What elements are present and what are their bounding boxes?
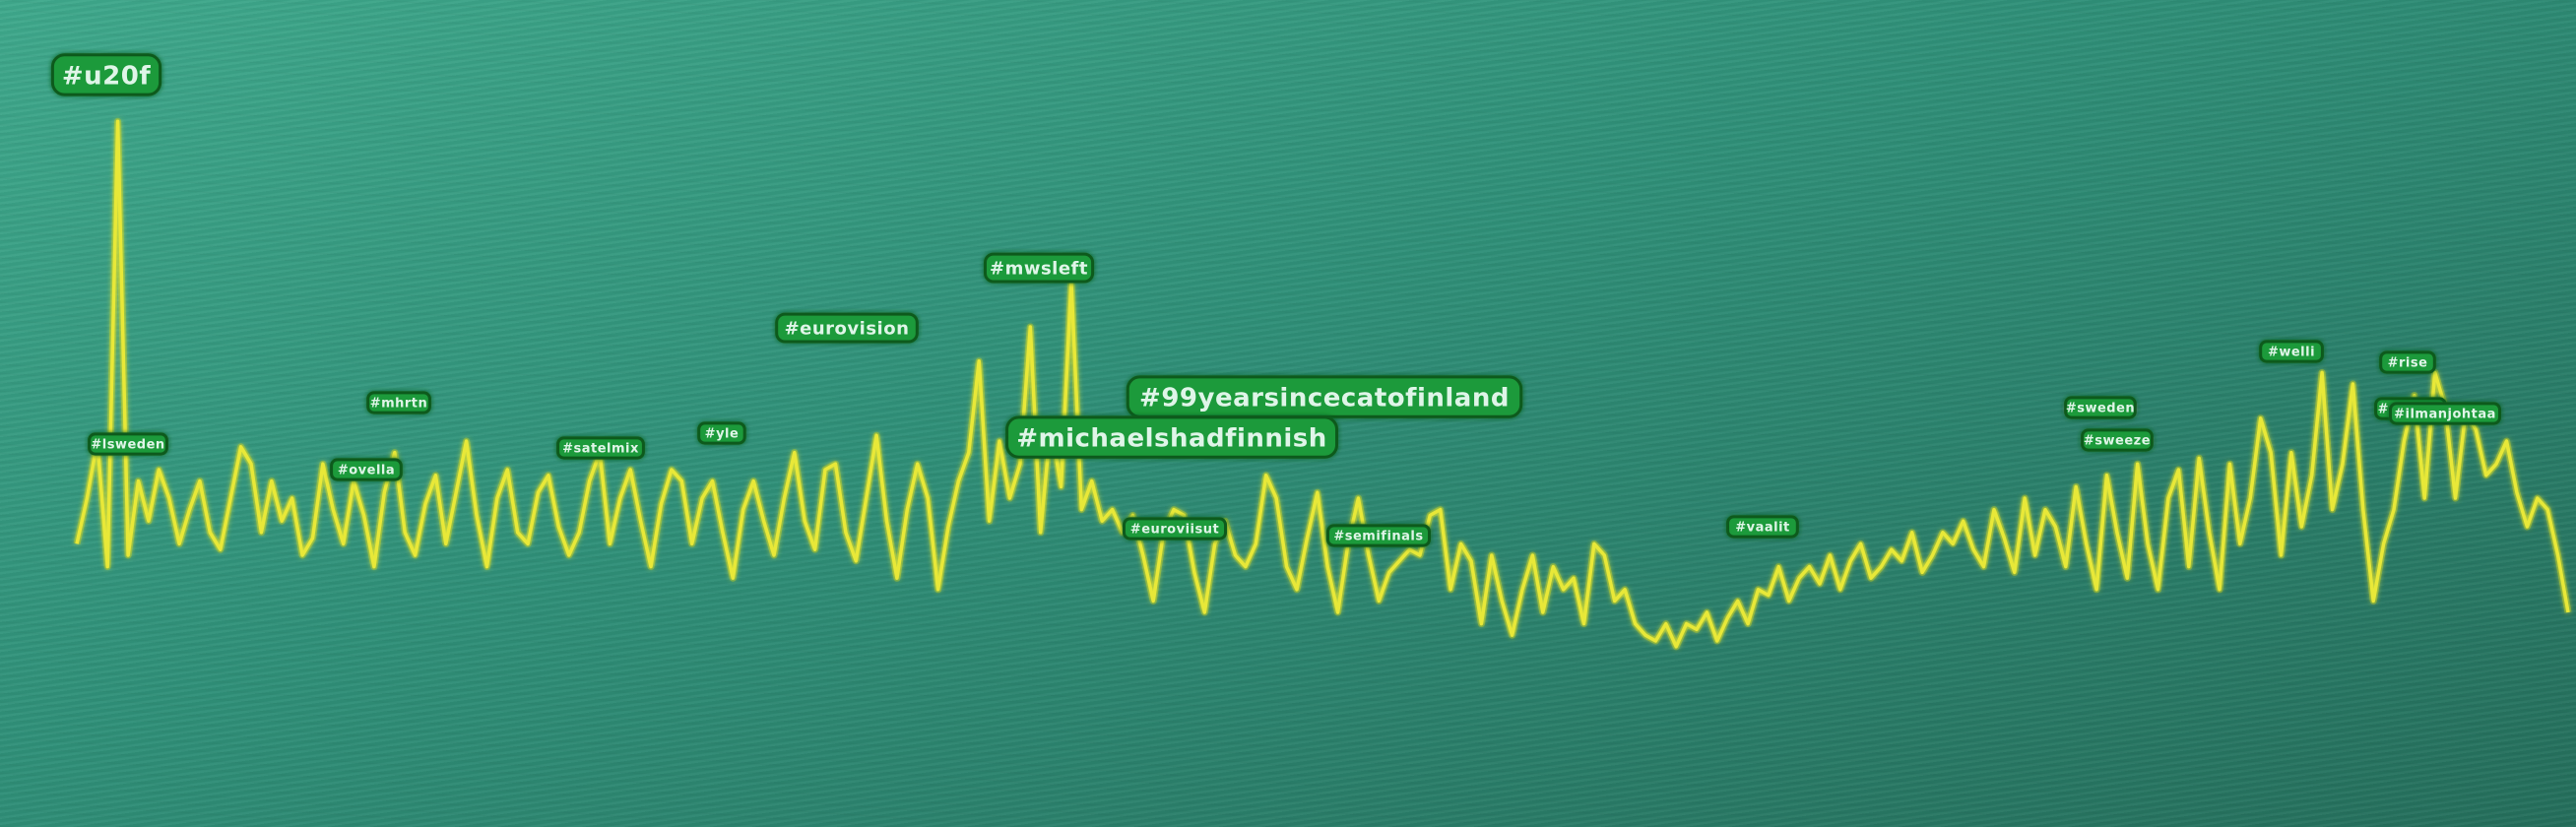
annotation-text: #sweeze — [2084, 434, 2151, 449]
annotation-label: #mwsleft — [984, 252, 1095, 284]
annotation-text: #rise — [2388, 356, 2428, 371]
annotation-text: #semifinals — [1333, 530, 1423, 544]
annotation-label: #yle — [697, 421, 746, 445]
annotation-text: #michaelshadfinnish — [1016, 423, 1327, 453]
annotation-text: #sweden — [2066, 402, 2135, 416]
annotation-label: #99yearsincecatofinland — [1126, 375, 1523, 418]
annotation-box — [984, 252, 1095, 284]
annotation-text: #mhrtn — [370, 397, 428, 412]
annotation-text: #yle — [705, 427, 740, 442]
annotation-box — [1005, 415, 1338, 459]
annotation-box — [697, 421, 746, 445]
annotation-label: #satelmix — [556, 436, 645, 460]
annotation-text: #ovella — [338, 464, 395, 478]
annotation-label: #sweeze — [2081, 428, 2154, 452]
annotation-box — [2259, 340, 2324, 363]
annotation-box — [50, 53, 162, 96]
annotation-text: #mwsleft — [990, 259, 1088, 280]
annotation-label: #ovella — [330, 458, 403, 481]
annotation-text: #u20f — [62, 61, 151, 91]
annotation-label: #rise — [2379, 350, 2436, 374]
series-line — [75, 119, 2570, 649]
annotation-label: #vaalit — [1726, 515, 1799, 539]
annotation-text: #ilmanjohtaa — [2394, 408, 2496, 422]
annotation-label: #semifinals — [1326, 524, 1431, 547]
annotation-box — [88, 432, 168, 456]
annotation-text: #99yearsincecatofinland — [1139, 383, 1510, 413]
annotation-label: #u20f — [50, 53, 162, 96]
annotation-layer: #u20f #mwsleft #eurovision #99yearsincecato… — [50, 53, 2501, 547]
annotation-box — [1326, 524, 1431, 547]
annotation-label: #mhrtn — [366, 391, 431, 414]
annotation-box — [330, 458, 403, 481]
annotation-label: #euroviisut — [1123, 517, 1227, 541]
annotation-box — [1726, 515, 1799, 539]
annotation-label: #sweden — [2064, 396, 2137, 419]
annotation-text: #eurovision — [785, 319, 910, 340]
annotation-label: #eurovision — [775, 312, 919, 344]
annotation-box — [2064, 396, 2137, 419]
annotation-box — [775, 312, 919, 344]
annotation-box — [2081, 428, 2154, 452]
annotation-label: #lsweden — [88, 432, 168, 456]
annotation-box — [1123, 517, 1227, 541]
annotation-text: #vaalit — [1735, 521, 1790, 536]
annotation-label: #ilmanjohtaa — [2389, 402, 2501, 425]
annotation-box — [556, 436, 645, 460]
annotation-label: #michaelshadfinnish — [1005, 415, 1338, 459]
annotation-box — [2389, 402, 2501, 425]
annotation-text: #euroviisut — [1130, 523, 1219, 538]
annotation-box — [2379, 350, 2436, 374]
annotation-text: #satelmix — [562, 442, 639, 457]
annotation-text: #lsweden — [91, 438, 164, 453]
series-line-layer — [73, 117, 2572, 651]
annotation-text: #welli — [2268, 346, 2315, 360]
annotation-label: #welli — [2259, 340, 2324, 363]
annotation-box — [366, 391, 431, 414]
